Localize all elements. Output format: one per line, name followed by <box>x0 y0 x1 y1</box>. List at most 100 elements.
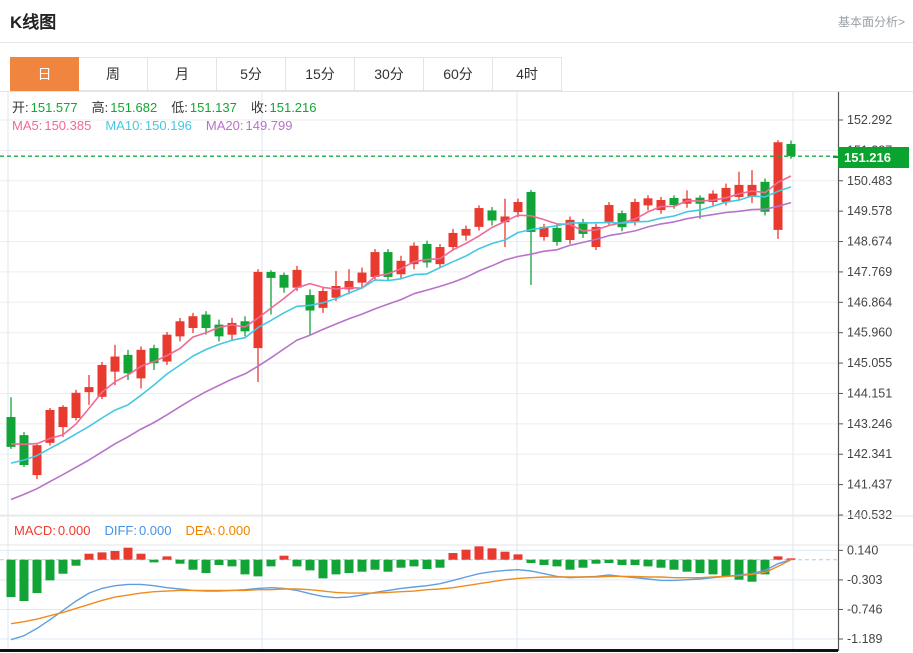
tab-30分[interactable]: 30分 <box>355 57 424 91</box>
candle-body <box>253 271 263 349</box>
page-title: K线图 <box>10 13 57 32</box>
macd-bar <box>643 559 653 567</box>
macd-bar <box>695 559 705 574</box>
tab-月[interactable]: 月 <box>148 57 217 91</box>
tab-60分[interactable]: 60分 <box>424 57 493 91</box>
candle-body <box>188 316 198 328</box>
main-axis-label: 148.674 <box>847 235 892 249</box>
ma-legend: MA5: 150.385 MA10: 150.196 MA20: 149.799 <box>12 118 307 133</box>
candle-body <box>721 187 731 203</box>
tab-周[interactable]: 周 <box>79 57 148 91</box>
macd-bar <box>526 559 536 564</box>
candle-body <box>227 322 237 335</box>
fundamental-analysis-link[interactable]: 基本面分析> <box>837 15 905 29</box>
candle-body <box>357 272 367 283</box>
candle-body <box>162 334 172 362</box>
main-axis-label: 149.578 <box>847 204 892 218</box>
dea-line <box>10 559 792 625</box>
macd-bar <box>383 559 393 572</box>
candle-body <box>6 416 16 447</box>
macd-bar <box>344 559 354 574</box>
candle-body <box>578 222 588 234</box>
ohlc-legend: 开: 151.577 高: 151.682 低: 151.137 收: 151.216 <box>12 97 331 116</box>
candle-body <box>435 247 445 265</box>
macd-bar <box>604 559 614 564</box>
tab-4时[interactable]: 4时 <box>493 57 562 91</box>
legend-item: MACD: 0.000 <box>14 523 91 538</box>
macd-bar <box>487 548 497 560</box>
candle-body <box>565 219 575 240</box>
macd-bar <box>19 559 29 602</box>
macd-bar <box>461 549 471 560</box>
macd-bar <box>357 559 367 572</box>
legend-item: DIFF: 0.000 <box>104 523 172 538</box>
candle-body <box>526 191 536 232</box>
legend-item: MA10: 150.196 <box>105 118 192 133</box>
main-axis-label: 143.246 <box>847 417 892 431</box>
main-axis-label: 147.769 <box>847 265 892 279</box>
macd-bar <box>565 559 575 570</box>
legend-item: DEA: 0.000 <box>185 523 251 538</box>
legend-item: 低: 151.137 <box>171 100 237 115</box>
candle-body <box>58 406 68 428</box>
main-axis-label: 146.864 <box>847 295 892 309</box>
candle-body <box>552 227 562 242</box>
macd-bar <box>474 546 484 560</box>
macd-bar <box>448 553 458 560</box>
candle-body <box>409 245 419 265</box>
macd-bar <box>500 551 510 560</box>
candle-body <box>136 349 146 379</box>
macd-legend: MACD: 0.000 DIFF: 0.000 DEA: 0.000 <box>14 523 264 538</box>
candle-body <box>396 260 406 275</box>
ma20-line <box>10 201 792 501</box>
macd-bar <box>396 559 406 568</box>
candle-body <box>97 364 107 397</box>
candle-body <box>643 198 653 206</box>
main-axis-label: 140.532 <box>847 508 892 522</box>
main-axis-label: 141.437 <box>847 478 892 492</box>
macd-bar <box>591 559 601 564</box>
main-axis-label: 152.292 <box>847 113 892 127</box>
macd-bar <box>409 559 419 567</box>
macd-bar <box>331 559 341 575</box>
macd-bar <box>84 553 94 560</box>
macd-bar <box>786 558 796 560</box>
macd-bar <box>305 559 315 571</box>
tab-5分[interactable]: 5分 <box>217 57 286 91</box>
legend-item: MA5: 150.385 <box>12 118 92 133</box>
tab-日[interactable]: 日 <box>10 57 79 91</box>
macd-bar <box>682 559 692 572</box>
macd-bar <box>58 559 68 574</box>
tab-15分[interactable]: 15分 <box>286 57 355 91</box>
macd-bar <box>45 559 55 581</box>
macd-bar <box>175 559 185 564</box>
macd-axis-label: 0.140 <box>847 543 878 557</box>
candle-body <box>19 435 29 466</box>
macd-bar <box>734 559 744 580</box>
macd-bar <box>578 559 588 568</box>
macd-bar <box>136 553 146 560</box>
candle-body <box>370 252 380 277</box>
macd-bar <box>422 559 432 570</box>
macd-bar <box>32 559 42 594</box>
macd-bar <box>240 559 250 575</box>
macd-bar <box>760 559 770 575</box>
candle-body <box>786 144 796 157</box>
candle-body <box>292 269 302 288</box>
candle-body <box>84 387 94 393</box>
macd-bar <box>292 559 302 567</box>
candle-body <box>591 226 601 248</box>
macd-bar <box>721 559 731 577</box>
main-axis-label: 150.483 <box>847 174 892 188</box>
candle-body <box>383 252 393 277</box>
candle-body <box>773 142 783 230</box>
macd-bar <box>513 554 523 560</box>
candle-body <box>708 193 718 203</box>
legend-item: 高: 151.682 <box>91 100 158 115</box>
timeframe-tab-bar: 日周月 5分 15分 30分 60分 4时 <box>10 57 562 91</box>
candle-body <box>669 197 679 206</box>
macd-bar <box>201 559 211 574</box>
macd-bar <box>435 559 445 568</box>
legend-item: 收: 151.216 <box>250 100 317 115</box>
